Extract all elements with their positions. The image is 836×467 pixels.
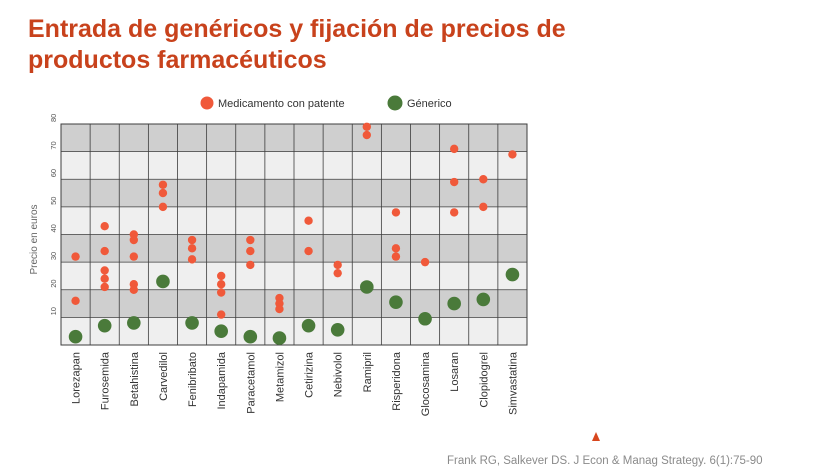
title-line-2: productos farmacéuticos <box>28 46 327 74</box>
generic-point <box>505 267 520 282</box>
x-category-label: Risperidona <box>391 351 403 411</box>
generic-point <box>476 292 491 307</box>
x-category-label: Clopidogrel <box>478 352 490 408</box>
y-tick-label: 80 <box>49 114 58 122</box>
y-axis-label: Precio en euros <box>29 204 40 274</box>
patent-point <box>100 282 109 292</box>
patent-point <box>100 274 109 283</box>
patent-point <box>333 260 342 270</box>
y-tick-label: 10 <box>49 307 58 315</box>
patent-point <box>187 244 197 253</box>
patent-point <box>449 208 459 217</box>
patent-point <box>333 268 342 278</box>
generic-point <box>127 316 141 330</box>
patent-point <box>129 235 139 245</box>
generic-point <box>97 318 112 333</box>
patent-point <box>129 252 139 261</box>
x-category-label: Losaran <box>449 352 461 392</box>
patent-point <box>187 255 197 264</box>
generic-point <box>301 318 316 333</box>
patent-point <box>158 202 168 212</box>
patent-point <box>216 288 226 297</box>
patent-point <box>391 252 401 261</box>
y-tick-label: 60 <box>49 169 58 177</box>
patent-point <box>246 246 255 256</box>
patent-point <box>275 304 284 314</box>
y-tick-label: 50 <box>49 197 58 205</box>
patent-point <box>420 257 430 267</box>
x-category-label: Ramipril <box>362 352 374 392</box>
patent-point <box>71 296 80 305</box>
patent-point <box>158 180 168 189</box>
patent-point <box>246 260 255 270</box>
x-category-label: Cetirizina <box>304 351 316 398</box>
generic-point <box>272 331 287 345</box>
x-category-label: Metamizol <box>274 352 286 402</box>
patent-point <box>391 208 401 217</box>
patent-point <box>187 235 197 245</box>
x-category-label: Paracetamol <box>245 352 257 414</box>
legend-patent-swatch <box>200 96 214 110</box>
y-tick-label: 40 <box>49 224 58 232</box>
patent-point <box>362 130 372 140</box>
patent-point <box>158 188 168 198</box>
x-category-label: Simvastatina <box>507 351 519 415</box>
x-category-label: Lorezapan <box>71 352 83 404</box>
generic-point <box>68 329 83 344</box>
patent-point <box>479 175 488 184</box>
legend-patent-label: Medicamento con patente <box>218 98 345 110</box>
patent-point <box>391 244 401 253</box>
patent-point <box>362 122 372 131</box>
patent-point <box>246 235 255 245</box>
title-line-1: Entrada de genéricos y fijación de preci… <box>28 15 566 43</box>
patent-point <box>100 222 109 231</box>
generic-point <box>389 295 403 309</box>
generic-point <box>418 311 432 326</box>
generic-point <box>243 329 258 344</box>
x-category-label: Indapamida <box>216 351 228 409</box>
patent-point <box>216 310 226 319</box>
patent-point <box>100 266 109 275</box>
legend-generic-swatch <box>387 95 403 111</box>
patent-point <box>129 285 139 294</box>
patent-point <box>216 271 226 281</box>
generic-point <box>447 296 461 311</box>
slide-title: Entrada de genéricos y fijación de preci… <box>28 14 808 76</box>
patent-point <box>304 246 313 256</box>
patent-point <box>449 177 459 187</box>
generic-point <box>360 280 374 294</box>
legend-generic-label: Génerico <box>407 98 452 110</box>
y-tick-label: 30 <box>49 252 58 260</box>
patent-point <box>479 202 488 212</box>
generic-point <box>185 316 199 330</box>
patent-point <box>508 150 517 159</box>
plot-frame <box>60 123 528 346</box>
patent-point <box>71 252 80 261</box>
x-category-label: Fenibribato <box>187 352 199 407</box>
y-tick-label: 20 <box>49 279 58 287</box>
patent-point <box>449 144 459 154</box>
source-citation: Frank RG, Salkever DS. J Econ & Manag St… <box>447 455 763 467</box>
y-tick-label: 70 <box>49 141 58 149</box>
patent-point <box>100 246 109 256</box>
x-category-label: Betahistina <box>129 351 141 406</box>
generic-point <box>156 274 170 289</box>
x-category-label: Furosemida <box>100 351 112 410</box>
patent-point <box>304 216 313 225</box>
x-category-label: Nebivolol <box>333 352 345 397</box>
patent-point <box>216 280 226 289</box>
x-category-label: Carvedilol <box>158 352 170 401</box>
slide-marker-triangle <box>592 432 600 441</box>
generic-point <box>214 324 228 338</box>
x-category-label: Glocosamina <box>420 351 432 416</box>
generic-point <box>330 323 345 337</box>
